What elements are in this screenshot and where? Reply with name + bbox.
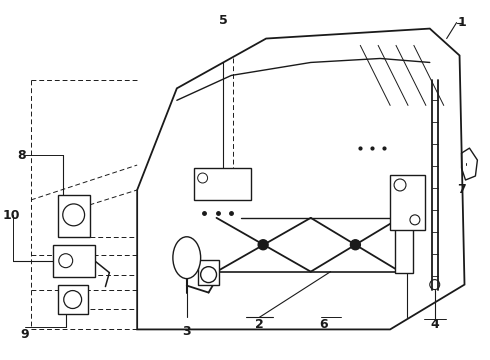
Text: 5: 5: [219, 14, 228, 27]
FancyBboxPatch shape: [390, 175, 425, 230]
Circle shape: [258, 240, 268, 250]
FancyBboxPatch shape: [58, 195, 90, 237]
FancyBboxPatch shape: [194, 168, 251, 200]
Text: 7: 7: [457, 184, 466, 197]
Text: 4: 4: [430, 318, 439, 331]
FancyBboxPatch shape: [58, 285, 88, 315]
Ellipse shape: [173, 237, 200, 279]
FancyBboxPatch shape: [197, 260, 220, 285]
Text: 1: 1: [457, 16, 466, 29]
Text: 6: 6: [319, 318, 328, 331]
Text: 3: 3: [182, 325, 191, 338]
Text: 8: 8: [17, 149, 25, 162]
Circle shape: [350, 240, 360, 250]
Text: 2: 2: [255, 318, 264, 331]
FancyBboxPatch shape: [395, 218, 413, 273]
FancyBboxPatch shape: [53, 245, 95, 276]
Text: 9: 9: [21, 328, 29, 341]
Text: 10: 10: [2, 210, 20, 222]
